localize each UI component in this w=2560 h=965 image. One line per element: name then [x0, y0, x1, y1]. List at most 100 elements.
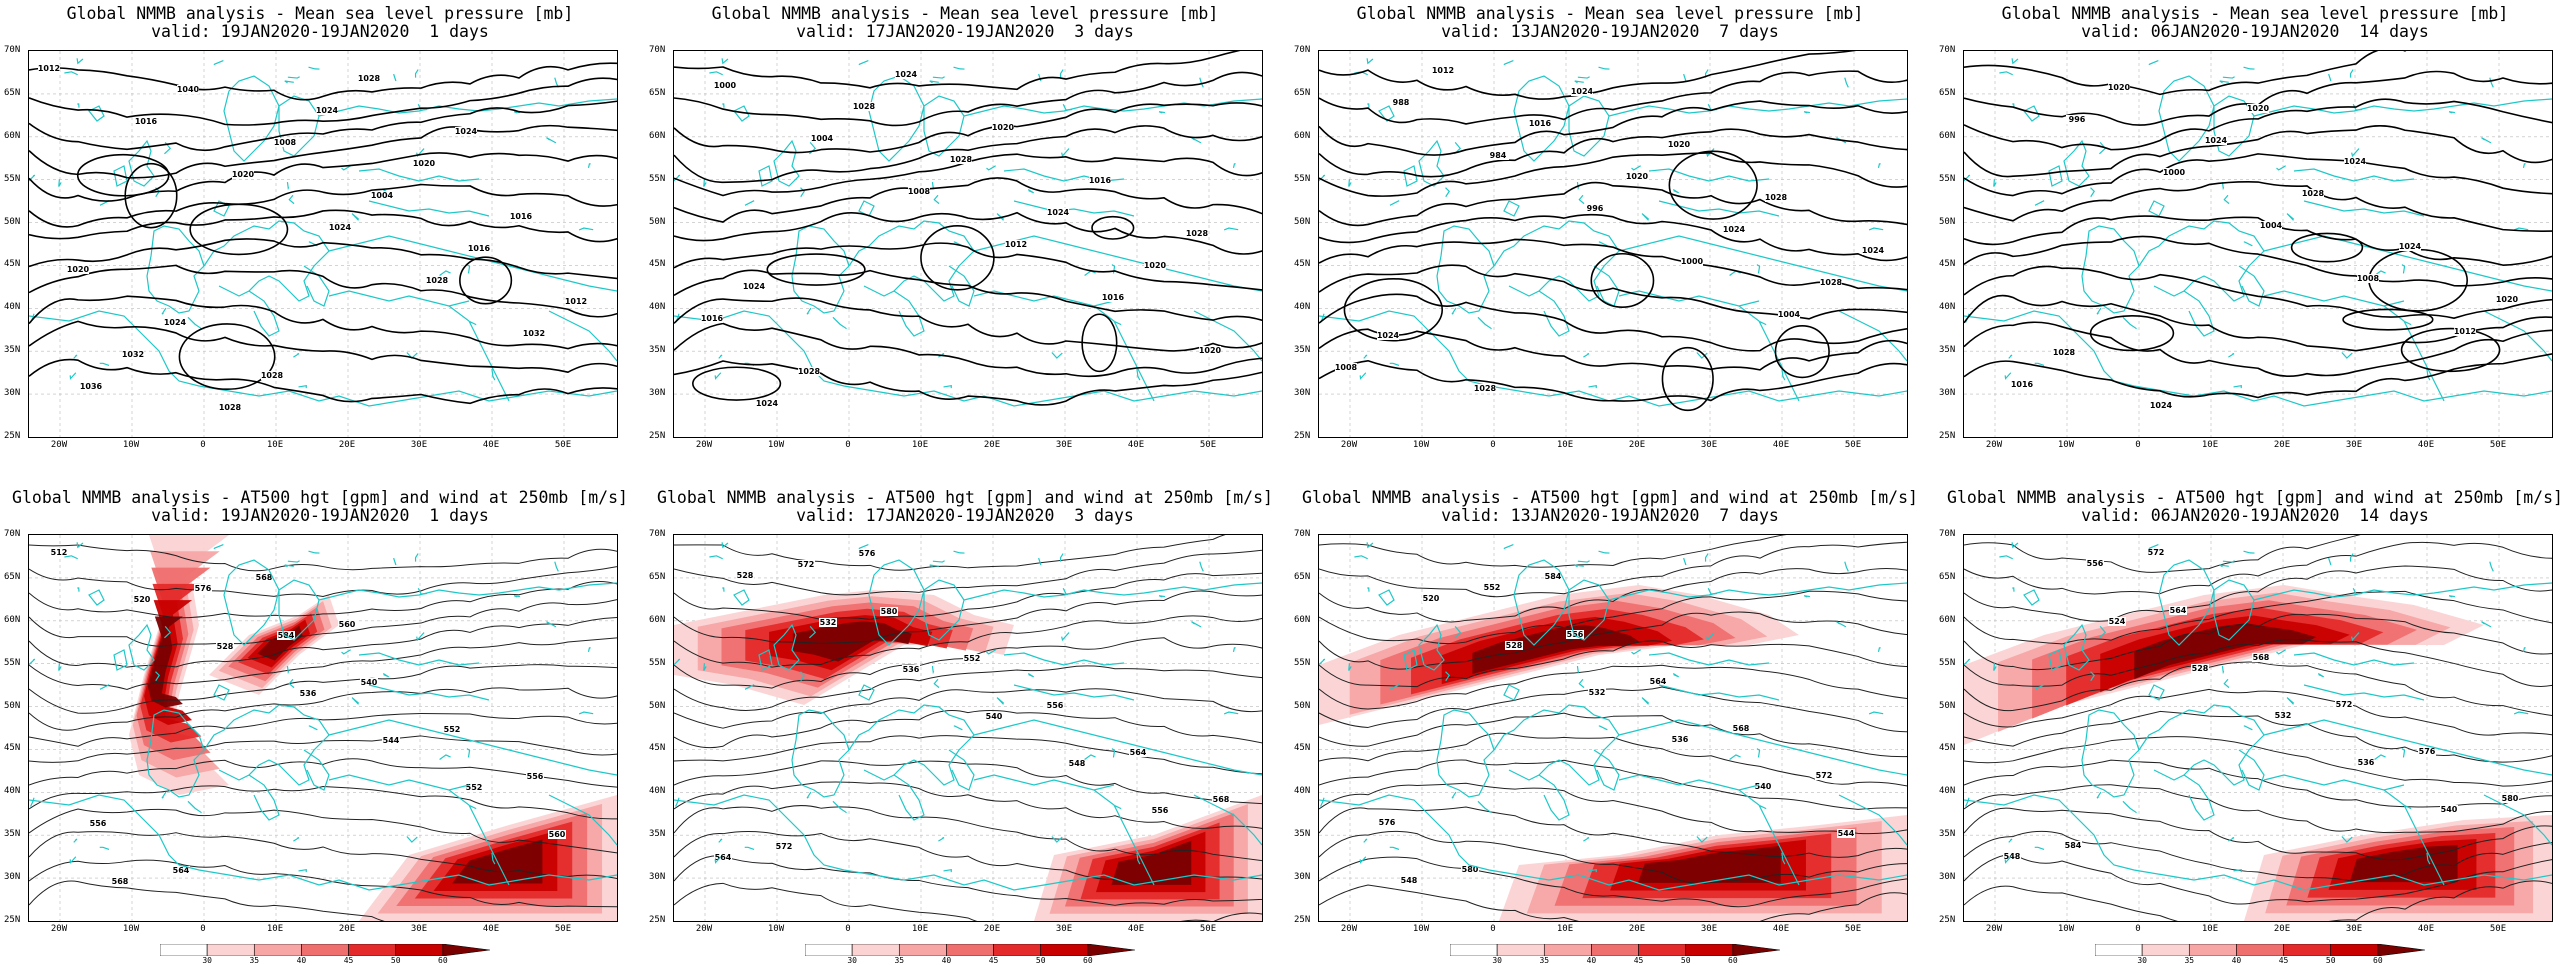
panel-valid: valid: 06JAN2020-19JAN2020 14 days	[2081, 22, 2429, 41]
contour-label: 1028	[2053, 348, 2076, 357]
contour-label-bg	[2191, 664, 2209, 673]
contour-label-bg	[67, 265, 89, 274]
contour-label-bg	[2440, 805, 2458, 814]
lat-label: 35N	[649, 345, 666, 356]
contour-label-bg	[358, 74, 380, 83]
colorbar-label: 30	[847, 956, 857, 965]
contour-label: 1016	[510, 212, 533, 221]
contour-label-bg	[1144, 261, 1166, 270]
lat-label: 50N	[1939, 216, 1956, 227]
lat-label: 65N	[1939, 87, 1956, 98]
contour-label: 1016	[701, 314, 724, 323]
contour-label-bg	[1432, 66, 1454, 75]
lat-label: 55N	[1939, 173, 1956, 184]
lon-label: 40E	[2417, 440, 2435, 450]
contour-label: 584	[2065, 841, 2082, 850]
contour-label: 1008	[908, 187, 931, 196]
contour-label: 560	[549, 830, 566, 839]
contour-label-bg	[1837, 829, 1855, 838]
z500-map: 512 520 528 536 544 552 560 568 576 584 540 552 556 5…	[28, 534, 618, 922]
contour-label: 1028	[1765, 193, 1788, 202]
lat-label: 50N	[649, 216, 666, 227]
contour-label: 564	[173, 866, 190, 875]
isobars	[674, 51, 1262, 406]
contour-label: 1028	[358, 74, 381, 83]
colorbar-segment	[1685, 944, 1734, 956]
contour-label-bg	[1400, 876, 1418, 885]
panel-valid: valid: 06JAN2020-19JAN2020 14 days	[2081, 506, 2429, 525]
contour-label: 524	[2109, 617, 2126, 626]
mslp-panel-3: Global NMMB analysis - Mean sea level pr…	[1290, 0, 1930, 480]
lat-label: 45N	[4, 743, 21, 754]
lon-label: 40E	[482, 440, 500, 450]
contour-label: 540	[361, 678, 378, 687]
lat-label: 45N	[649, 743, 666, 754]
lat-label: 30N	[1939, 872, 1956, 883]
lat-label: 55N	[1294, 657, 1311, 668]
lat-label: 25N	[649, 915, 666, 925]
contour-label-bg	[1778, 310, 1800, 319]
contour-label: 540	[986, 712, 1003, 721]
panel-title: Global NMMB analysis - Mean sea level pr…	[711, 4, 1219, 23]
lat-label: 40N	[4, 302, 21, 313]
lat-label: 25N	[1939, 915, 1956, 925]
contour-label-bg	[1732, 724, 1750, 733]
colorbar-segment	[1496, 944, 1545, 956]
contour-label: 576	[2419, 747, 2436, 756]
lat-label: 40N	[1939, 302, 1956, 313]
panel-valid: valid: 19JAN2020-19JAN2020 1 days	[151, 22, 489, 41]
lon-label: 10W	[122, 440, 140, 450]
colorbar-segment	[395, 944, 444, 956]
contour-label: 1004	[811, 134, 834, 143]
contour-label: 1020	[2247, 104, 2270, 113]
contour-label: 528	[217, 642, 234, 651]
colorbar-label: 45	[343, 956, 354, 965]
lon-label: 10E	[2201, 924, 2219, 934]
contour-label: 556	[527, 772, 544, 781]
lat-label: 70N	[1939, 45, 1956, 55]
contour-label-bg	[1046, 701, 1064, 710]
lat-label: 45N	[1939, 259, 1956, 270]
contour-label: 568	[1733, 724, 1750, 733]
contour-label-bg	[261, 371, 283, 380]
lon-label: 40E	[2417, 924, 2435, 934]
lat-label: 35N	[1939, 829, 1956, 840]
colorbar-label: 50	[390, 956, 401, 965]
lon-label: 0	[845, 440, 851, 450]
contour-label-bg	[1681, 257, 1703, 266]
contour-label-bg	[338, 620, 356, 629]
lon-label: 10W	[1412, 924, 1430, 934]
colorbar-segment	[348, 944, 397, 956]
contour-label-bg	[1199, 346, 1221, 355]
contour-label-bg	[2108, 83, 2130, 92]
contour-label: 1012	[38, 64, 60, 73]
contour-label: 580	[2502, 794, 2519, 803]
mslp-map: 996 1000 1004 1008 1012 1016 1020 1024 1028 1024 1…	[1963, 50, 2553, 438]
contour-label: 1024	[2205, 136, 2228, 145]
contour-label: 1000	[714, 81, 737, 90]
contour-label-bg	[775, 842, 793, 851]
contour-label: 996	[1587, 204, 1604, 213]
contour-label-bg	[1815, 771, 1833, 780]
lat-label: 40N	[1294, 302, 1311, 313]
contour-label: 1012	[2454, 327, 2476, 336]
contour-label-bg	[2252, 653, 2270, 662]
colorbar-segment	[2236, 944, 2284, 956]
contour-label-bg	[1505, 641, 1523, 650]
lon-label: 50E	[554, 440, 572, 450]
contour-label-bg	[1129, 748, 1147, 757]
contour-label-bg	[89, 819, 107, 828]
contour-label: 540	[2441, 805, 2458, 814]
panel-valid: valid: 13JAN2020-19JAN2020 7 days	[1441, 22, 1779, 41]
contour-label-bg	[1005, 240, 1027, 249]
colorbar-segment	[160, 944, 208, 956]
isobars	[1319, 51, 1907, 412]
lat-label: 35N	[649, 829, 666, 840]
contour-label-bg	[172, 866, 190, 875]
z500-map: 528 532 536 540 548 556 564 572 580 552 556 564 568 5…	[673, 534, 1263, 922]
coastlines	[674, 542, 1262, 891]
contour-label: 556	[1152, 806, 1169, 815]
mslp-map: 988 984 996 1000 1004 1008 1012 1016 1020 1024 102…	[1318, 50, 1908, 438]
lat-label: 40N	[4, 786, 21, 797]
contour-label: 1024	[756, 399, 779, 408]
